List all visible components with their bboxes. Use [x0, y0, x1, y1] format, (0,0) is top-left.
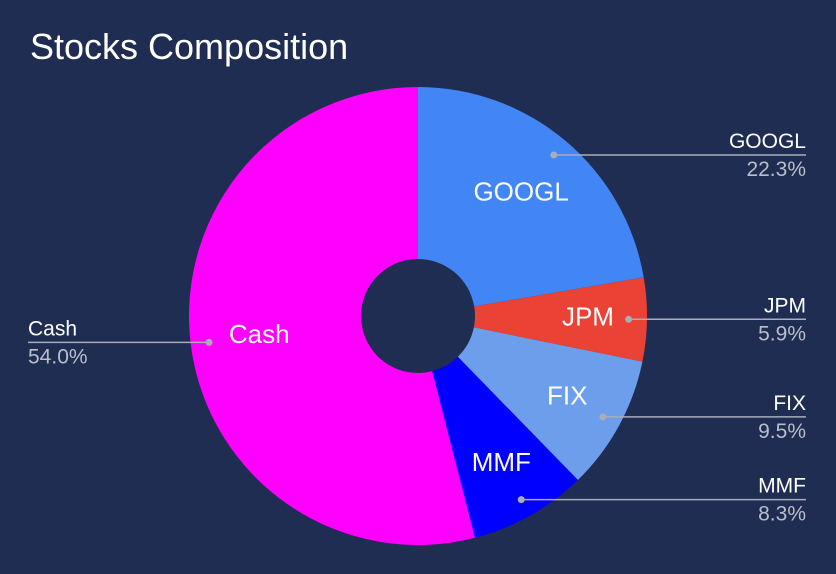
callout-percent-jpm: 5.9%	[758, 322, 806, 345]
slice-jpm	[473, 277, 648, 362]
callout-name-cash: Cash	[28, 317, 77, 340]
slice-fix	[457, 327, 643, 480]
callout-name-mmf: MMF	[758, 475, 806, 498]
callout-dot-googl	[550, 151, 558, 159]
slice-googl	[418, 87, 644, 307]
callout-dot-fix	[599, 413, 607, 421]
chart-title: Stocks Composition	[30, 26, 349, 67]
callout-name-jpm: JPM	[764, 294, 806, 317]
callout-dot-mmf	[517, 496, 525, 504]
callout-dot-jpm	[625, 315, 633, 323]
slice-label-mmf: MMF	[472, 447, 531, 477]
slice-mmf	[432, 356, 578, 538]
slice-label-jpm: JPM	[562, 302, 614, 332]
callout-percent-fix: 9.5%	[758, 420, 806, 443]
slice-cash	[189, 87, 475, 545]
slice-label-fix: FIX	[547, 380, 587, 410]
callout-name-googl: GOOGL	[729, 130, 806, 153]
callout-percent-googl: 22.3%	[746, 158, 806, 181]
slice-label-cash: Cash	[229, 319, 290, 349]
callout-percent-mmf: 8.3%	[758, 503, 806, 526]
callout-percent-cash: 54.0%	[28, 345, 88, 368]
callout-dot-cash	[205, 338, 213, 346]
callout-name-fix: FIX	[773, 392, 806, 415]
slice-label-googl: GOOGL	[473, 177, 568, 207]
